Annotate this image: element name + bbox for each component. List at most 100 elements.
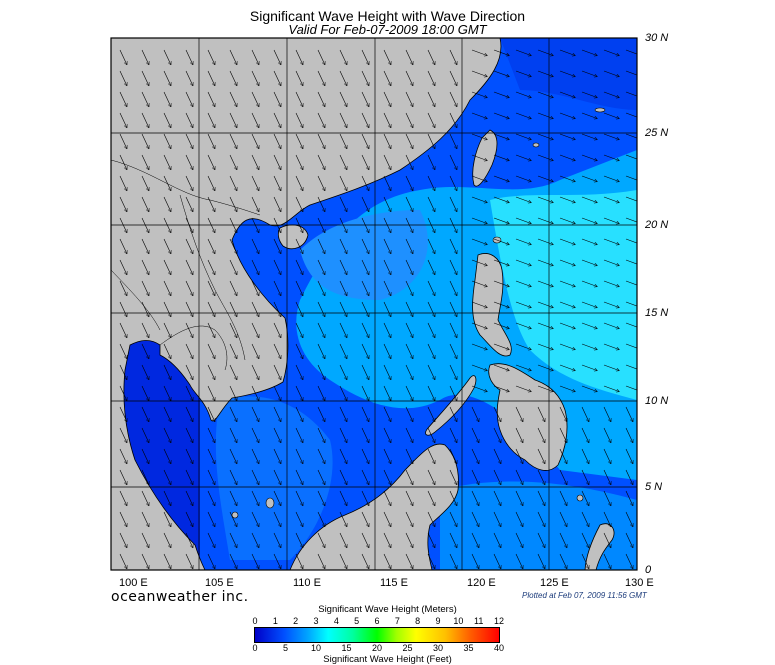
wave-direction-arrow [581, 322, 597, 329]
wave-direction-arrow [537, 196, 553, 203]
wave-direction-arrow [251, 448, 259, 464]
wave-direction-arrow [515, 49, 531, 56]
wave-direction-arrow [625, 301, 637, 307]
meter-tick: 10 [453, 616, 464, 626]
wave-direction-arrow [273, 511, 281, 527]
wave-direction-arrow [339, 427, 347, 443]
wave-direction-arrow [163, 280, 171, 296]
wave-direction-arrow [405, 49, 413, 65]
wave-direction-arrow [207, 364, 215, 380]
wave-direction-arrow [163, 469, 171, 485]
wave-direction-arrow [119, 196, 127, 212]
wave-direction-arrow [383, 259, 391, 275]
wave-direction-arrow [471, 49, 487, 56]
wave-direction-arrow [515, 364, 531, 371]
island [576, 494, 584, 502]
wave-direction-arrow [273, 553, 281, 569]
wave-direction-arrow [515, 280, 531, 287]
wave-direction-arrow [163, 133, 171, 149]
wave-direction-arrow [493, 448, 501, 464]
wave-direction-arrow [185, 301, 193, 317]
feet-tick: 0 [252, 643, 258, 653]
meter-tick: 4 [333, 616, 339, 626]
wave-direction-arrow [559, 427, 567, 443]
wave-direction-arrow [185, 364, 193, 380]
wave-direction-arrow [405, 301, 413, 317]
wave-direction-arrow [339, 469, 347, 485]
wave-direction-arrow [625, 532, 633, 548]
wave-direction-arrow [295, 175, 303, 191]
wave-direction-arrow [119, 364, 127, 380]
wave-direction-arrow [515, 196, 531, 203]
wave-direction-arrow [427, 196, 435, 212]
wave-direction-arrow [559, 385, 575, 392]
wave-direction-arrow [229, 511, 237, 527]
wave-direction-arrow [361, 490, 369, 506]
wave-direction-arrow [493, 217, 509, 224]
wave-direction-arrow [493, 280, 509, 287]
wave-direction-arrow [383, 196, 391, 212]
map-subtitle: Valid For Feb-07-2009 18:00 GMT [288, 22, 487, 37]
wave-direction-arrow [581, 385, 597, 392]
wave-direction-arrow [361, 91, 369, 107]
feet-tick: 40 [493, 643, 505, 653]
wave-direction-arrow [581, 364, 597, 371]
wave-direction-arrow [603, 385, 619, 392]
wave-direction-arrow [559, 490, 567, 506]
wave-direction-arrow [581, 427, 589, 443]
wave-direction-arrow [163, 70, 171, 86]
lat-label: 25 N [645, 127, 669, 139]
wave-direction-arrow [251, 280, 259, 296]
wave-direction-arrow [273, 448, 281, 464]
wave-direction-arrow [537, 175, 553, 182]
wave-direction-arrow [141, 511, 149, 527]
wave-direction-arrow [295, 259, 303, 275]
wave-direction-arrow [317, 511, 325, 527]
wave-direction-arrow [119, 154, 127, 170]
wave-direction-arrow [515, 133, 531, 140]
wave-direction-arrow [361, 532, 369, 548]
wave-direction-arrow [317, 301, 325, 317]
wave-direction-arrow [427, 469, 435, 485]
wave-direction-arrow [163, 553, 171, 569]
wave-direction-arrow [185, 511, 193, 527]
wave-direction-arrow [405, 427, 413, 443]
wave-direction-arrow [471, 91, 487, 98]
wave-direction-arrow [251, 553, 259, 569]
wave-direction-arrow [207, 196, 215, 212]
wave-direction-arrow [361, 259, 369, 275]
wave-direction-arrow [163, 175, 171, 191]
wave-direction-arrow [185, 154, 193, 170]
wave-direction-arrow [119, 490, 127, 506]
wave-direction-arrow [603, 175, 619, 182]
wave-direction-arrow [163, 448, 171, 464]
wave-direction-arrow [185, 490, 193, 506]
map-frame [110, 37, 638, 571]
wave-direction-arrow [405, 133, 413, 149]
wave-direction-arrow [559, 343, 575, 350]
legend-meters-title: Significant Wave Height (Meters) [318, 604, 457, 615]
wave-direction-arrow [361, 175, 369, 191]
wave-direction-arrow [361, 238, 369, 254]
wave-direction-arrow [537, 217, 553, 224]
wave-direction-arrow [317, 448, 325, 464]
wave-direction-arrow [471, 448, 479, 464]
wave-direction-arrow [361, 448, 369, 464]
wave-direction-arrow [383, 322, 391, 338]
wave-direction-arrow [383, 511, 391, 527]
wave-direction-arrow [185, 406, 193, 422]
wave-direction-arrow [625, 553, 633, 569]
wave-direction-arrow [603, 343, 619, 350]
wave-direction-arrow [251, 343, 259, 359]
wave-direction-arrow [295, 511, 303, 527]
wave-direction-arrow [449, 196, 457, 212]
wave-direction-arrow [449, 406, 457, 422]
wave-direction-arrow [625, 238, 637, 244]
wave-direction-arrow [625, 385, 637, 391]
wave-direction-arrow [471, 511, 479, 527]
wave-direction-arrow [493, 385, 509, 392]
wave-direction-arrow [383, 280, 391, 296]
wave-direction-arrow [317, 112, 325, 128]
wave-direction-arrow [493, 553, 501, 569]
